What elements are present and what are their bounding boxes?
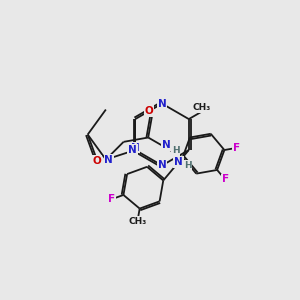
Text: H: H [172,146,179,155]
Text: N: N [128,145,137,155]
Text: F: F [108,194,116,204]
Text: N: N [162,140,170,151]
Text: H: H [184,161,192,170]
Text: CH₃: CH₃ [193,103,211,112]
Text: N: N [158,160,167,170]
Text: CH₃: CH₃ [128,217,146,226]
Text: O: O [92,156,101,166]
Text: F: F [233,143,240,153]
Text: N: N [174,157,183,167]
Text: N: N [158,99,167,109]
Text: N: N [104,154,113,165]
Text: F: F [221,174,229,184]
Text: O: O [145,106,153,116]
Text: N: N [131,142,140,153]
